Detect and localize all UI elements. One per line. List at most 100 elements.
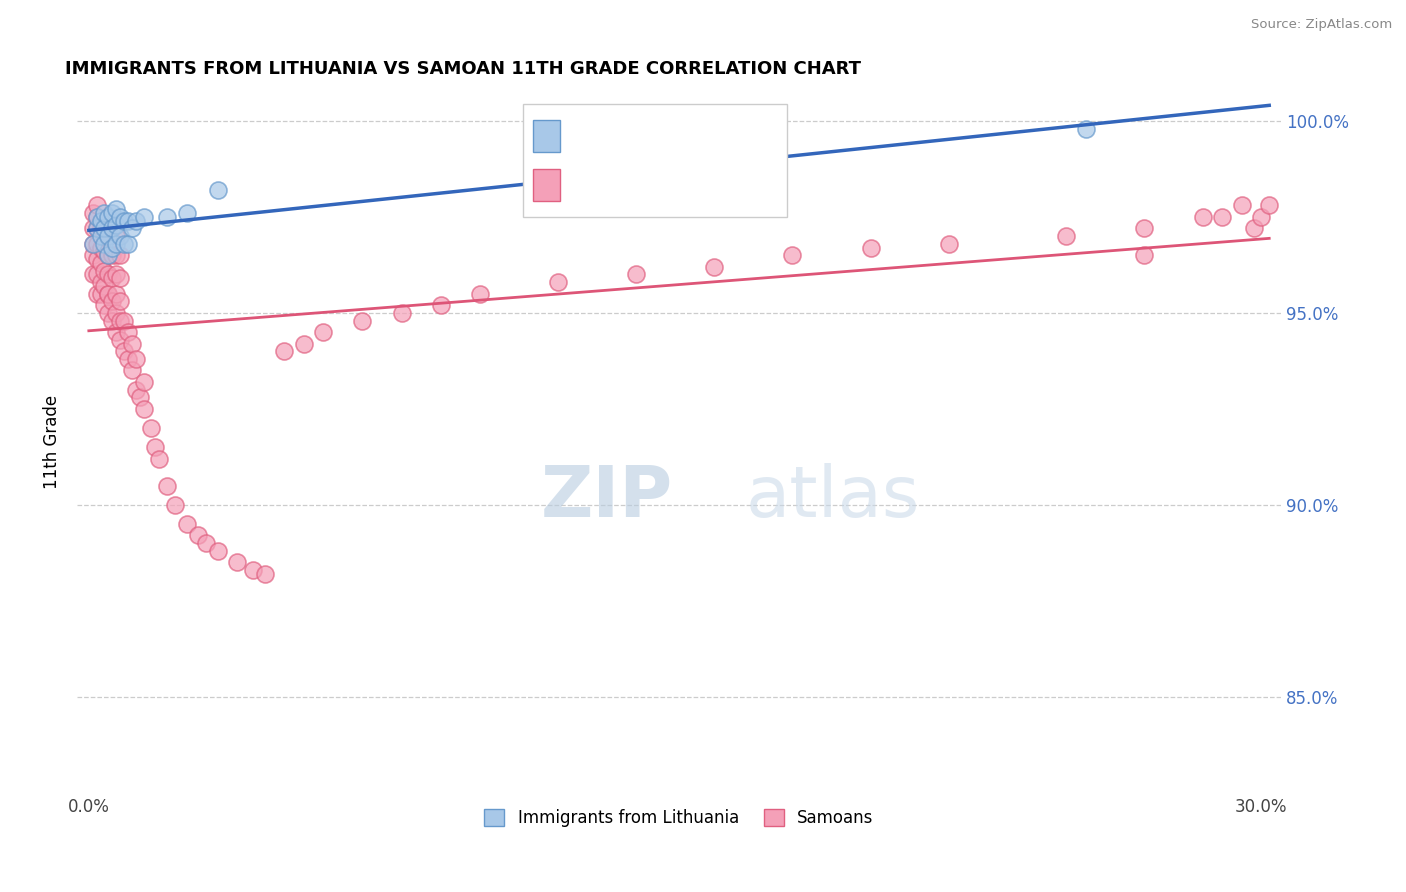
Point — [176, 516, 198, 531]
Point — [112, 236, 135, 251]
Point — [105, 268, 128, 282]
Point — [207, 183, 229, 197]
Point — [86, 236, 108, 251]
Point — [1258, 198, 1281, 212]
Point — [93, 229, 115, 244]
Point — [253, 566, 276, 581]
Point — [292, 336, 315, 351]
Point — [97, 268, 120, 282]
Point — [82, 236, 104, 251]
Point — [86, 210, 108, 224]
Point — [1230, 198, 1253, 212]
Point — [90, 241, 112, 255]
Point — [90, 286, 112, 301]
Point — [86, 198, 108, 212]
Point — [97, 286, 120, 301]
Point — [86, 252, 108, 267]
Text: atlas: atlas — [745, 463, 920, 533]
Point — [86, 221, 108, 235]
Point — [117, 325, 139, 339]
Point — [156, 478, 179, 492]
Point — [93, 206, 115, 220]
Point — [1054, 229, 1077, 244]
Point — [105, 248, 128, 262]
Point — [97, 229, 120, 244]
Point — [132, 375, 155, 389]
Point — [207, 544, 229, 558]
Point — [90, 256, 112, 270]
Point — [90, 221, 112, 235]
Point — [859, 241, 882, 255]
Point — [101, 221, 124, 235]
Point — [125, 213, 148, 227]
Point — [624, 268, 647, 282]
Text: ZIP: ZIP — [540, 463, 673, 533]
Point — [93, 279, 115, 293]
Point — [187, 528, 209, 542]
Point — [391, 306, 413, 320]
Point — [148, 451, 170, 466]
Point — [101, 271, 124, 285]
Text: Source: ZipAtlas.com: Source: ZipAtlas.com — [1251, 18, 1392, 31]
Point — [108, 229, 131, 244]
Point — [121, 363, 143, 377]
Y-axis label: 11th Grade: 11th Grade — [44, 394, 60, 489]
Point — [163, 498, 186, 512]
Point — [90, 229, 112, 244]
Text: IMMIGRANTS FROM LITHUANIA VS SAMOAN 11TH GRADE CORRELATION CHART: IMMIGRANTS FROM LITHUANIA VS SAMOAN 11TH… — [65, 60, 860, 78]
Point — [86, 286, 108, 301]
Point — [105, 202, 128, 217]
Point — [143, 440, 166, 454]
Point — [93, 263, 115, 277]
Point — [105, 286, 128, 301]
Point — [703, 260, 725, 274]
Point — [101, 248, 124, 262]
Point — [97, 210, 120, 224]
Point — [93, 221, 115, 235]
Point — [108, 210, 131, 224]
Point — [312, 325, 335, 339]
Point — [101, 241, 124, 255]
Point — [105, 306, 128, 320]
Point — [242, 563, 264, 577]
Point — [90, 213, 112, 227]
Point — [86, 268, 108, 282]
Point — [782, 248, 804, 262]
Point — [117, 236, 139, 251]
Point — [938, 236, 960, 251]
Point — [1243, 221, 1265, 235]
Point — [105, 218, 128, 232]
Point — [429, 298, 451, 312]
Point — [1074, 121, 1097, 136]
Point — [547, 275, 569, 289]
Point — [90, 275, 112, 289]
Point — [93, 298, 115, 312]
Point — [112, 344, 135, 359]
Point — [195, 536, 218, 550]
Point — [352, 313, 374, 327]
Point — [273, 344, 295, 359]
Point — [1211, 210, 1233, 224]
Point — [112, 313, 135, 327]
Point — [468, 286, 491, 301]
Point — [82, 206, 104, 220]
Point — [132, 401, 155, 416]
Point — [105, 325, 128, 339]
Point — [97, 229, 120, 244]
Point — [101, 294, 124, 309]
Point — [141, 421, 163, 435]
Point — [93, 244, 115, 259]
Point — [82, 248, 104, 262]
Point — [82, 221, 104, 235]
Point — [156, 210, 179, 224]
Point — [1133, 221, 1156, 235]
Point — [101, 206, 124, 220]
Point — [1250, 210, 1272, 224]
Point — [226, 555, 249, 569]
Point — [105, 236, 128, 251]
Point — [97, 248, 120, 262]
Point — [108, 333, 131, 347]
Point — [108, 294, 131, 309]
Point — [125, 351, 148, 366]
Point — [108, 313, 131, 327]
